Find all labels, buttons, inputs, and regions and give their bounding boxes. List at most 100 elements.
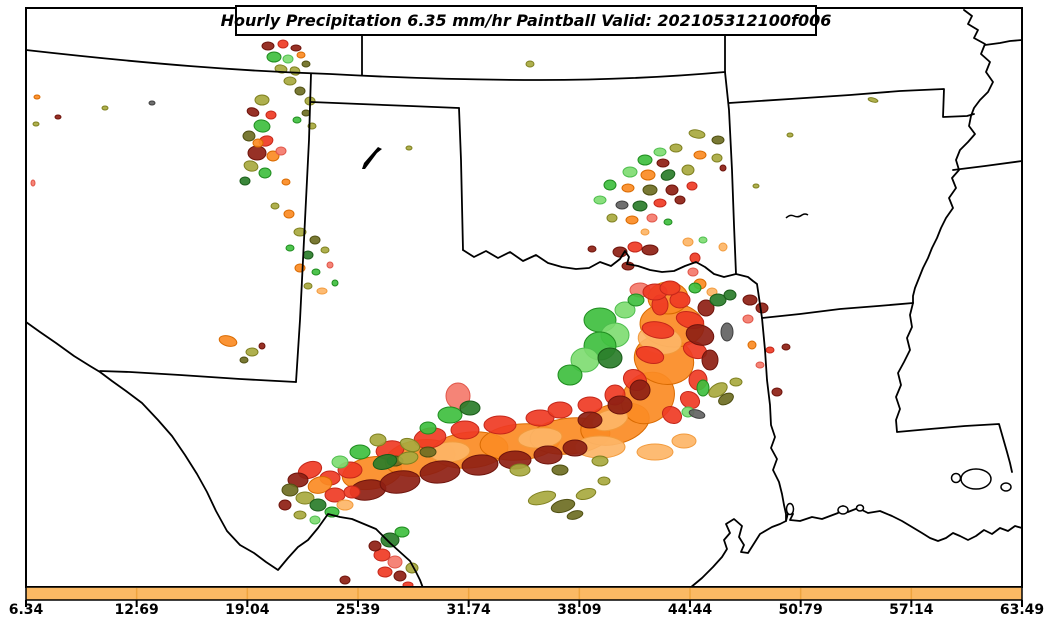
paintball-blob bbox=[642, 184, 658, 196]
paintball-blob bbox=[148, 100, 156, 106]
paintball-blob bbox=[719, 164, 727, 172]
paintball-blob bbox=[331, 455, 349, 469]
paintball-blob bbox=[693, 150, 707, 160]
paintball-blob bbox=[239, 176, 251, 186]
paintball-blob bbox=[718, 392, 734, 406]
lake-borgne bbox=[1000, 482, 1012, 492]
border-ar-la bbox=[761, 302, 914, 319]
paintball-blob bbox=[258, 167, 272, 179]
paintball-blob bbox=[461, 454, 499, 476]
paintball-blob bbox=[419, 460, 461, 484]
paintball-blob bbox=[419, 421, 437, 435]
border-nm-tx bbox=[295, 73, 312, 383]
paintball-blob bbox=[270, 202, 280, 210]
paintball-blob bbox=[637, 154, 653, 166]
paintball-blob bbox=[483, 415, 517, 435]
paintball-blob bbox=[742, 294, 758, 306]
paintball-blob bbox=[708, 382, 728, 398]
colorbar-tick-label: 31.74 bbox=[446, 602, 491, 618]
paintball-blob bbox=[285, 244, 295, 252]
paintball-blob bbox=[380, 532, 400, 548]
paintball-blob bbox=[729, 377, 743, 387]
paintball-blob bbox=[450, 420, 480, 440]
paintball-blob bbox=[587, 245, 597, 253]
paintball-blob bbox=[711, 153, 723, 163]
paintball-blob bbox=[309, 235, 321, 245]
paintball-blob bbox=[287, 472, 309, 488]
paintball-blob bbox=[320, 246, 330, 254]
paintball-blob bbox=[786, 132, 794, 138]
figure-title: Hourly Precipitation 6.35 mm/hr Paintbal… bbox=[220, 11, 832, 30]
border-mo-ar bbox=[728, 88, 975, 118]
paintball-blob bbox=[459, 400, 481, 416]
paintball-blob bbox=[369, 433, 387, 447]
paintball-blob bbox=[718, 242, 728, 252]
paintball-blob bbox=[688, 409, 706, 419]
paintball-blob bbox=[290, 44, 302, 52]
paintball-blob bbox=[575, 488, 597, 500]
paintball-blob bbox=[653, 147, 667, 157]
paintball-blob bbox=[781, 343, 791, 351]
paintball-blob bbox=[295, 491, 315, 505]
paintball-blob bbox=[698, 236, 708, 244]
calcasieu-lake bbox=[837, 505, 849, 515]
paintball-blob bbox=[701, 349, 719, 371]
border-tn-ms bbox=[952, 160, 1023, 171]
map-background bbox=[26, 8, 1022, 587]
paintball-blob bbox=[597, 476, 611, 486]
paintball-blob bbox=[711, 135, 725, 145]
paintball-blob bbox=[656, 158, 670, 168]
mississippi-river bbox=[912, 9, 994, 304]
paintball-blob bbox=[686, 181, 698, 191]
paintball-blob bbox=[551, 464, 569, 476]
paintball-blob bbox=[622, 166, 638, 178]
paintball-blob bbox=[674, 195, 686, 205]
border-32n bbox=[99, 370, 297, 383]
paintball-blob bbox=[316, 287, 328, 295]
paintball-blob bbox=[266, 51, 282, 63]
paintball-blob bbox=[349, 444, 371, 460]
paintball-blob bbox=[653, 198, 667, 208]
paintball-blob bbox=[720, 322, 734, 342]
paintball-blob bbox=[687, 267, 699, 277]
paintball-blob bbox=[640, 228, 650, 236]
paintball-blob bbox=[615, 200, 629, 210]
paintball-blob bbox=[261, 41, 275, 51]
paintball-blob bbox=[283, 76, 297, 86]
paintball-blob bbox=[296, 51, 306, 59]
paintball-blob bbox=[246, 107, 260, 117]
paintball-blob bbox=[627, 241, 643, 253]
paintball-blob bbox=[281, 483, 299, 497]
colorbar-tick-label: 25.39 bbox=[335, 602, 381, 618]
paintball-blob bbox=[437, 406, 463, 424]
paintball-blob bbox=[379, 470, 421, 494]
colorbar-tick-label: 50.79 bbox=[778, 602, 823, 618]
paintball-blob bbox=[577, 396, 603, 414]
paintball-blob bbox=[577, 411, 603, 429]
paintball-blob bbox=[641, 321, 675, 339]
paintball-blob bbox=[533, 445, 563, 465]
paintball-blob bbox=[566, 510, 584, 520]
rio-grande bbox=[25, 321, 424, 589]
paintball-blob bbox=[747, 340, 757, 350]
border-la-ms bbox=[895, 302, 1013, 473]
paintball-blob bbox=[336, 499, 354, 511]
paintball-blob bbox=[635, 345, 665, 365]
paintball-blob bbox=[659, 280, 681, 296]
paintball-layer bbox=[30, 39, 879, 589]
paintball-blob bbox=[277, 39, 289, 49]
paintball-blob bbox=[742, 314, 754, 324]
paintball-blob bbox=[685, 324, 715, 346]
paintball-blob bbox=[550, 498, 576, 514]
paintball-blob bbox=[331, 279, 339, 287]
paintball-blob bbox=[326, 261, 334, 269]
colorbar-bar bbox=[25, 586, 1023, 601]
paintball-blob bbox=[33, 94, 41, 100]
paintball-blob bbox=[867, 97, 879, 103]
paintball-blob bbox=[339, 575, 351, 585]
colorbar-tick-label: 44.44 bbox=[667, 602, 713, 618]
paintball-blob bbox=[377, 566, 393, 578]
paintball-blob bbox=[242, 130, 256, 142]
paintball-blob bbox=[283, 209, 295, 219]
